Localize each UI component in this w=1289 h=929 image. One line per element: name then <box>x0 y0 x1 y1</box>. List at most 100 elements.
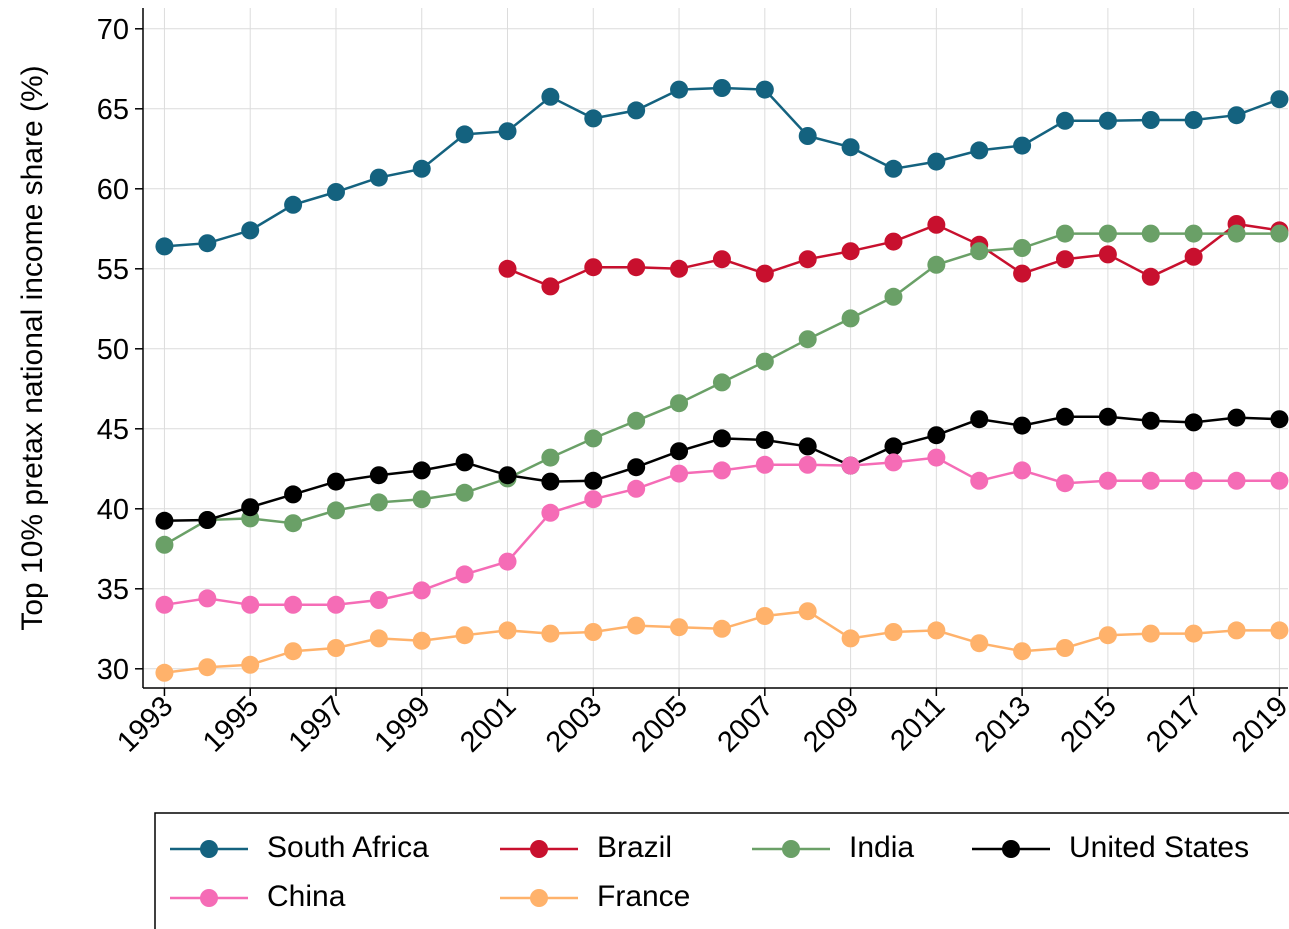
data-point <box>326 183 345 201</box>
data-point <box>284 514 303 533</box>
data-point <box>712 429 731 448</box>
data-point <box>455 565 474 584</box>
x-tick-label: 2001 <box>454 690 522 758</box>
data-point <box>1098 626 1117 645</box>
data-point <box>1270 410 1289 429</box>
data-point <box>927 152 946 171</box>
data-point <box>755 431 774 449</box>
data-point <box>927 621 946 640</box>
data-point <box>155 663 174 682</box>
data-point <box>755 455 774 474</box>
data-point <box>927 215 946 234</box>
x-tick-label: 1993 <box>111 690 179 758</box>
data-point <box>412 631 431 650</box>
data-point <box>627 458 646 477</box>
data-point <box>284 195 303 214</box>
data-point <box>1013 264 1032 283</box>
data-point <box>712 461 731 480</box>
x-tick-label: 2015 <box>1055 690 1123 758</box>
data-point <box>841 138 860 157</box>
data-point <box>369 168 388 187</box>
data-point <box>498 259 517 278</box>
data-point <box>798 127 817 145</box>
x-tick-label: 2009 <box>797 690 865 758</box>
data-point <box>326 472 345 491</box>
data-point <box>884 437 903 456</box>
data-point <box>155 595 174 614</box>
data-point <box>755 607 774 625</box>
data-point <box>326 639 345 657</box>
data-point <box>541 277 560 296</box>
data-point <box>1056 474 1075 493</box>
legend-label: Brazil <box>597 831 672 864</box>
data-point <box>1184 471 1203 490</box>
data-point <box>584 258 603 277</box>
legend-label: India <box>849 831 914 864</box>
data-point <box>670 464 689 483</box>
x-tick-label: 2017 <box>1140 690 1208 758</box>
data-point <box>498 621 517 640</box>
data-point <box>198 511 217 529</box>
data-point <box>498 552 517 571</box>
legend-label: China <box>267 880 346 913</box>
data-point <box>1056 407 1075 426</box>
data-point <box>584 109 603 128</box>
data-point <box>1270 621 1289 640</box>
data-point <box>1227 408 1246 427</box>
data-point <box>498 122 517 141</box>
data-point <box>712 250 731 269</box>
data-point <box>841 242 860 261</box>
data-point <box>884 232 903 251</box>
data-point <box>1056 250 1075 269</box>
data-point <box>798 455 817 474</box>
x-tick-label: 1999 <box>368 690 436 758</box>
x-tick-label: 2005 <box>626 690 694 758</box>
data-point <box>1270 224 1289 243</box>
data-point <box>884 159 903 178</box>
data-point <box>712 79 731 97</box>
data-point <box>1227 621 1246 640</box>
data-point <box>627 258 646 277</box>
data-point <box>884 623 903 641</box>
data-point <box>627 101 646 120</box>
y-axis-title: Top 10% pretax national income share (%) <box>16 65 49 630</box>
data-point <box>1013 642 1032 661</box>
data-point <box>1270 471 1289 490</box>
data-point <box>541 448 560 467</box>
data-point <box>326 595 345 614</box>
data-point <box>1141 411 1160 430</box>
x-tick-label: 2019 <box>1226 690 1289 758</box>
data-point <box>841 629 860 648</box>
data-point <box>670 442 689 461</box>
data-point <box>1098 224 1117 243</box>
data-point <box>326 501 345 520</box>
data-point <box>198 234 217 253</box>
data-point <box>627 616 646 635</box>
data-point <box>455 626 474 645</box>
data-point <box>584 429 603 448</box>
data-point <box>884 453 903 472</box>
y-tick-label: 70 <box>97 14 129 46</box>
data-point <box>241 498 260 517</box>
data-point <box>369 591 388 609</box>
data-point <box>712 619 731 638</box>
x-tick-label: 2013 <box>969 690 1037 758</box>
data-point <box>1141 471 1160 490</box>
y-tick-label: 65 <box>97 94 129 126</box>
data-point <box>1098 407 1117 426</box>
legend-marker <box>530 889 548 907</box>
data-point <box>841 456 860 475</box>
data-point <box>670 259 689 278</box>
data-point <box>369 466 388 485</box>
data-point <box>455 125 474 144</box>
data-point <box>1184 111 1203 129</box>
legend-marker <box>1002 840 1020 858</box>
legend-marker <box>200 840 218 858</box>
data-point <box>541 503 560 522</box>
data-point <box>1056 224 1075 243</box>
data-point <box>1056 639 1075 657</box>
data-point <box>1227 224 1246 243</box>
data-point <box>970 242 989 261</box>
data-point <box>670 618 689 637</box>
y-tick-label: 40 <box>97 494 129 526</box>
